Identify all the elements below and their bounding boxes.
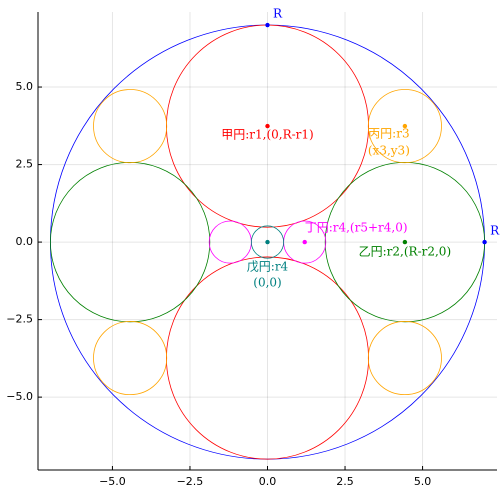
annotation: (x3,y3) bbox=[368, 144, 410, 158]
annotation: 乙円:r2,(R-r2,0) bbox=[359, 245, 452, 259]
annotation: R bbox=[273, 7, 283, 21]
x-tick-label: −5.0 bbox=[99, 475, 126, 488]
annotation: R bbox=[490, 224, 500, 238]
x-tick-label: 2.5 bbox=[336, 475, 354, 488]
circle bbox=[367, 321, 442, 396]
point bbox=[265, 239, 270, 245]
x-tick-label: 0.0 bbox=[259, 475, 277, 488]
y-tick-label: 0.0 bbox=[16, 235, 34, 248]
circle bbox=[367, 89, 442, 164]
point bbox=[402, 123, 408, 129]
y-tick-label: 5.0 bbox=[16, 80, 34, 93]
y-tick-label: −2.5 bbox=[6, 313, 33, 326]
annotation: 丁円:r4,(r5+r4,0) bbox=[305, 221, 408, 235]
x-tick-label: −2.5 bbox=[177, 475, 204, 488]
circle bbox=[250, 225, 285, 259]
y-tick-label: 2.5 bbox=[16, 158, 34, 171]
point bbox=[482, 239, 487, 245]
x-tick-label: 5.0 bbox=[414, 475, 432, 488]
y-tick-label: −5.0 bbox=[6, 390, 33, 403]
point bbox=[265, 22, 270, 28]
annotation: (0,0) bbox=[253, 276, 281, 290]
annotation: 甲円:r1,(0,R-r1) bbox=[221, 128, 314, 142]
annotation: 丙円:r3 bbox=[368, 127, 409, 141]
point bbox=[265, 123, 270, 129]
circle bbox=[93, 89, 168, 164]
annotation: 戊円:r4 bbox=[247, 260, 289, 274]
point bbox=[302, 239, 307, 245]
circle bbox=[93, 321, 168, 396]
point bbox=[402, 239, 408, 245]
